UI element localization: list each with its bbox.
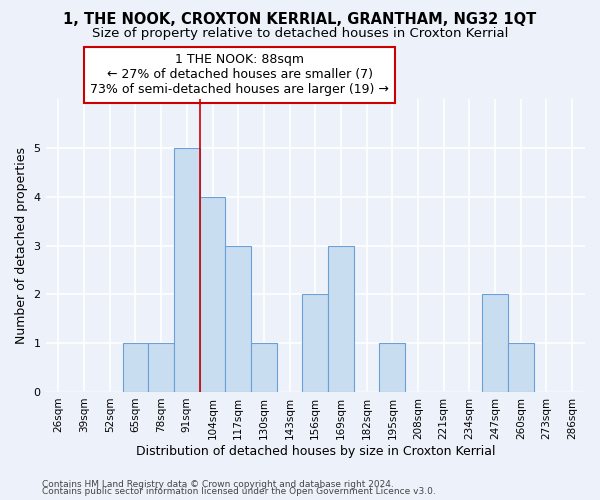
Text: 1, THE NOOK, CROXTON KERRIAL, GRANTHAM, NG32 1QT: 1, THE NOOK, CROXTON KERRIAL, GRANTHAM, … bbox=[64, 12, 536, 28]
Bar bbox=[508, 343, 533, 392]
Bar bbox=[200, 197, 226, 392]
Text: 1 THE NOOK: 88sqm
← 27% of detached houses are smaller (7)
73% of semi-detached : 1 THE NOOK: 88sqm ← 27% of detached hous… bbox=[91, 54, 389, 96]
Bar bbox=[174, 148, 200, 392]
Bar bbox=[251, 343, 277, 392]
Text: Contains HM Land Registry data © Crown copyright and database right 2024.: Contains HM Land Registry data © Crown c… bbox=[42, 480, 394, 489]
Y-axis label: Number of detached properties: Number of detached properties bbox=[15, 147, 28, 344]
Bar bbox=[328, 246, 354, 392]
X-axis label: Distribution of detached houses by size in Croxton Kerrial: Distribution of detached houses by size … bbox=[136, 444, 495, 458]
Bar bbox=[122, 343, 148, 392]
Text: Contains public sector information licensed under the Open Government Licence v3: Contains public sector information licen… bbox=[42, 488, 436, 496]
Bar bbox=[379, 343, 405, 392]
Bar bbox=[482, 294, 508, 392]
Bar bbox=[226, 246, 251, 392]
Bar bbox=[302, 294, 328, 392]
Bar bbox=[148, 343, 174, 392]
Text: Size of property relative to detached houses in Croxton Kerrial: Size of property relative to detached ho… bbox=[92, 28, 508, 40]
